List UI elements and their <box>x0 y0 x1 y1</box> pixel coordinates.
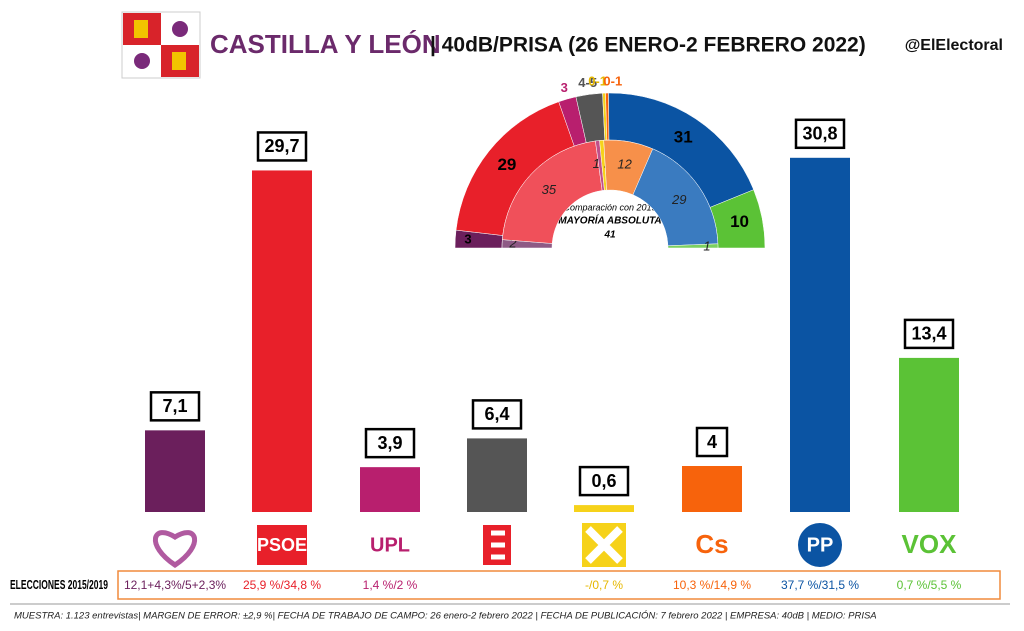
value-label: 3,9 <box>377 433 402 453</box>
seat-label: 0-1 <box>603 73 622 88</box>
value-label: 7,1 <box>162 396 187 416</box>
value-box <box>149 391 201 422</box>
seat-2019-label: 12 <box>617 157 632 172</box>
value-box <box>471 399 523 430</box>
bar <box>360 467 420 512</box>
seat-label: 3 <box>464 231 471 246</box>
seat-2019-label: 29 <box>671 192 686 207</box>
logo-box <box>257 525 307 565</box>
bar <box>682 466 742 512</box>
previous-label-text: ELECCIONES 2015/2019 <box>10 578 108 592</box>
value-box <box>578 465 630 497</box>
seat-label: 31 <box>674 128 693 147</box>
previous-result: 12,1+4,3%/5+2,3% <box>124 578 226 592</box>
previous-result: 37,7 %/31,5 % <box>781 578 859 592</box>
footnote: MUESTRA: 1.123 entrevistas| MARGEN DE ER… <box>14 611 877 622</box>
previous-box <box>117 570 1001 600</box>
bar <box>899 357 959 512</box>
category-label: PP <box>807 534 834 556</box>
value-label: 0,6 <box>591 471 616 491</box>
previous-result: 0,7 %/5,5 % <box>897 578 962 592</box>
value-box <box>794 118 846 150</box>
value-box <box>364 427 416 459</box>
previous-result: 10,3 %/14,9 % <box>673 578 751 592</box>
value-box <box>256 131 308 162</box>
hemicycle-note: Comparación con 2019 <box>563 202 656 212</box>
flag <box>121 11 201 79</box>
previous-label: ELECCIONES 2015/2019 <box>10 578 108 592</box>
value-box <box>903 318 955 350</box>
bar <box>574 505 634 512</box>
seat-label: 0-1 <box>588 74 607 89</box>
value-label: 6,4 <box>484 404 509 424</box>
previous-result: 1,4 %/2 % <box>363 578 418 592</box>
category-label: PSOE <box>257 535 307 555</box>
seat-label: 4-5 <box>578 75 597 90</box>
bar <box>790 157 850 513</box>
seat-2019-label: 2 <box>508 235 517 250</box>
seats_2019-segment <box>667 243 719 249</box>
majority-value: 41 <box>603 230 616 241</box>
previous-result: -/0,7 % <box>585 578 623 592</box>
value-label: 4 <box>707 432 717 452</box>
seat-label: 3 <box>561 80 568 95</box>
value-label: 13,4 <box>911 324 946 344</box>
logo-x <box>585 526 623 564</box>
chart-subtitle: | 40dB/PRISA (26 ENERO-2 FEBRERO 2022) <box>430 34 866 57</box>
value-box <box>695 426 729 458</box>
category-label: UPL <box>370 534 410 556</box>
bar <box>145 430 205 512</box>
logo-e <box>491 530 505 560</box>
majority-label: MAYORÍA ABSOLUTA <box>558 214 661 227</box>
value-label: 30,8 <box>802 124 837 144</box>
seat-2019-label: 1 <box>703 238 710 253</box>
seat-2019-label: 1 <box>593 156 600 171</box>
chart-title: CASTILLA Y LEÓN <box>210 29 441 59</box>
seat-label: 10 <box>730 212 749 231</box>
bar <box>467 438 527 512</box>
bar <box>252 170 312 512</box>
source: @ElElectoral <box>905 37 1003 54</box>
seat-2019-label: 35 <box>542 182 557 197</box>
previous-result: 25,9 %/34,8 % <box>243 578 321 592</box>
category-label: Cs <box>695 529 728 559</box>
logo-circle <box>798 523 842 567</box>
logo-heart <box>153 530 197 569</box>
category-label: VOX <box>902 529 958 559</box>
seat-label: 29 <box>497 155 516 174</box>
value-label: 29,7 <box>264 136 299 156</box>
